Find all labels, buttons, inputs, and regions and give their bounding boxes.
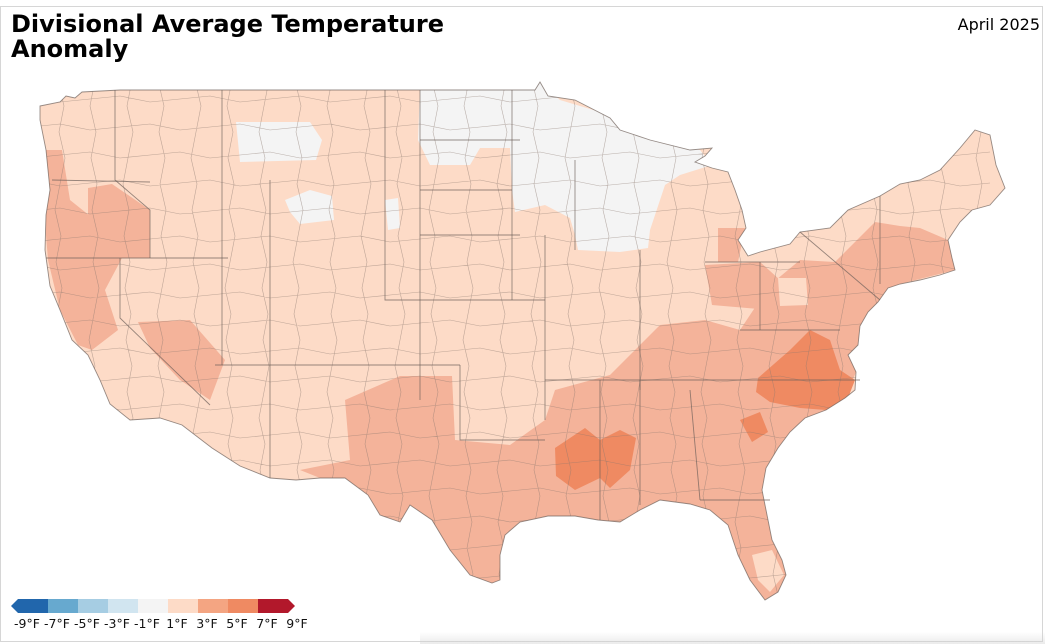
period-label: April 2025 [957, 15, 1040, 34]
region-nevada [138, 320, 225, 400]
legend-tick-labels: -9°F -7°F -5°F -3°F -1°F 1°F 3°F 5°F 7°F 9°F [0, 616, 320, 634]
state-line-ny-pa [799, 231, 881, 301]
bottom-shadow [420, 632, 1045, 644]
legend-tick-label: -9°F [14, 616, 40, 631]
color-scale-legend [11, 599, 295, 613]
legend-tick-label: 5°F [226, 616, 248, 631]
state-line-ca-nv [119, 258, 211, 406]
legend-swatch [168, 599, 198, 613]
legend-swatch [198, 599, 228, 613]
state-line-al-ga [689, 389, 701, 501]
region-west-coast [40, 150, 122, 350]
region-ohio-valley [705, 262, 780, 310]
us-outline [39, 81, 1006, 601]
region-northwest-wyoming [285, 190, 334, 224]
region-wyoming-east [385, 198, 400, 230]
region-mid-south [555, 428, 636, 490]
region-pennsylvania-west [778, 278, 808, 306]
legend-tick-label: 9°F [286, 616, 308, 631]
state-line-nd-sd-wy-co [384, 90, 420, 301]
region-southern-plains-gulf [300, 222, 955, 600]
legend-swatch [78, 599, 108, 613]
state-line-wa-or-id [114, 90, 151, 258]
region-lower-michigan-east [718, 228, 745, 262]
state-line-wa-or [51, 179, 151, 183]
region-oregon-east [88, 184, 150, 258]
legend-tick-label: -1°F [134, 616, 160, 631]
legend-swatch [108, 599, 138, 613]
legend-swatch [258, 599, 288, 613]
region-northern-plains-upper-midwest [418, 82, 712, 252]
legend-swatch [48, 599, 78, 613]
legend-under-arrow [11, 599, 18, 613]
legend-tick-label: 7°F [256, 616, 278, 631]
legend-swatch [138, 599, 168, 613]
map-title: Divisional Average Temperature Anomaly [11, 10, 444, 63]
state-borders [39, 81, 1006, 601]
legend-over-arrow [288, 599, 295, 613]
legend-tick-label: 3°F [196, 616, 218, 631]
legend-tick-label: -7°F [44, 616, 70, 631]
region-south-florida [752, 550, 784, 592]
legend-swatch [18, 599, 48, 613]
legend-tick-label: -3°F [104, 616, 130, 631]
state-line-ok-tx [459, 365, 545, 441]
region-eastern-montana [236, 122, 322, 162]
legend-tick-label: -5°F [74, 616, 100, 631]
region-carolinas-virginia [756, 330, 855, 410]
legend-swatch [228, 599, 258, 613]
legend-tick-label: 1°F [166, 616, 188, 631]
